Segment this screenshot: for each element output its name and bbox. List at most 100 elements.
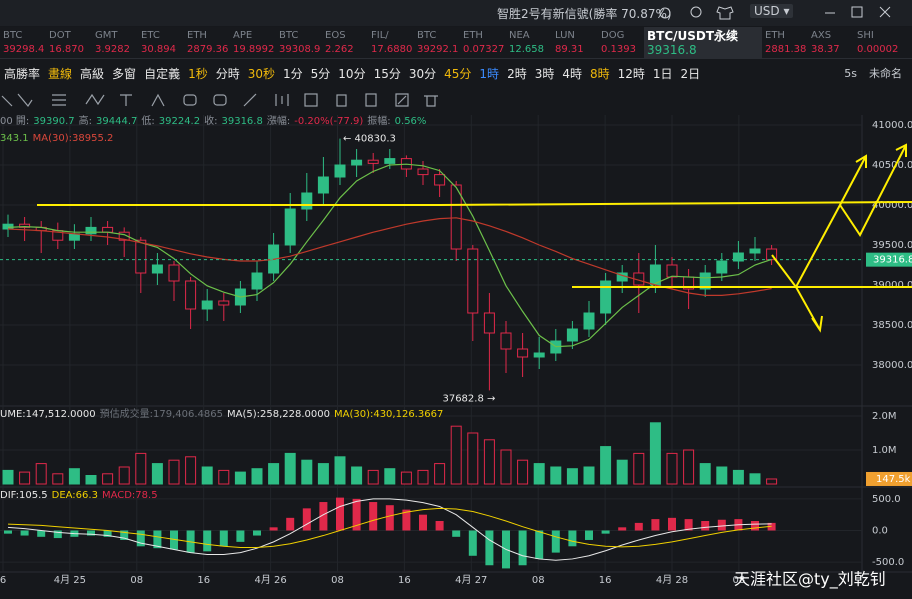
ticker[interactable]: LUN 89.31 bbox=[552, 27, 598, 58]
macd-bar bbox=[53, 530, 62, 539]
tool-icon[interactable] bbox=[85, 93, 105, 106]
close[interactable] bbox=[879, 6, 891, 18]
macd-bar bbox=[468, 530, 477, 556]
toolbar-item[interactable]: 高級 bbox=[80, 66, 105, 81]
icon[interactable] bbox=[716, 6, 734, 20]
ticker[interactable]: SHI 0.00002 bbox=[854, 27, 900, 58]
tool-icon[interactable] bbox=[183, 94, 197, 106]
ticker[interactable]: ETH 2879.36 bbox=[184, 27, 230, 58]
legend-entry: MACD:78.5 bbox=[102, 490, 158, 501]
legend-entry: MA(30):430,126.3667 bbox=[334, 409, 443, 420]
volume-bar bbox=[467, 432, 479, 485]
toolbar-item[interactable]: 3時 bbox=[534, 66, 555, 81]
toolbar-item[interactable]: 30秒 bbox=[247, 66, 276, 81]
ticker-price: 89.31 bbox=[555, 44, 584, 55]
volume-bar bbox=[268, 463, 280, 485]
currency-select[interactable]: USD ▾ bbox=[750, 4, 794, 18]
toolbar-item[interactable]: 10分 bbox=[338, 66, 366, 81]
toolbar-item[interactable]: 45分 bbox=[444, 66, 472, 81]
icon[interactable] bbox=[690, 6, 702, 18]
toolbar-item[interactable]: 1分 bbox=[283, 66, 303, 81]
candle-body bbox=[68, 233, 80, 241]
toolbar-right: 5s 未命名 bbox=[838, 60, 908, 86]
volume-bar bbox=[68, 468, 80, 485]
volume-bar bbox=[2, 469, 14, 485]
candle-body bbox=[450, 184, 462, 250]
tool-icon[interactable] bbox=[213, 94, 227, 106]
tool-icon[interactable] bbox=[304, 93, 318, 107]
ticker[interactable]: AXS 38.37 bbox=[808, 27, 854, 58]
macd-bar bbox=[518, 530, 527, 566]
toolbar-item[interactable]: 4時 bbox=[562, 66, 582, 81]
candle-body bbox=[699, 272, 711, 290]
ticker[interactable]: ETH 0.07327 bbox=[460, 27, 506, 58]
toolbar-item[interactable]: 30分 bbox=[408, 66, 437, 81]
y-tick-label: 2.0M bbox=[872, 411, 897, 422]
y-tick-label: 38500.0 bbox=[872, 320, 912, 331]
volume-bar bbox=[434, 463, 446, 485]
toolbar-item[interactable]: 8時 bbox=[589, 66, 610, 81]
ticker[interactable]: ETC 30.894 bbox=[138, 27, 184, 58]
tool-icon[interactable] bbox=[365, 93, 377, 107]
maximize[interactable] bbox=[851, 6, 863, 18]
tool-icon[interactable] bbox=[424, 95, 438, 107]
title-icons bbox=[659, 6, 734, 20]
toolbar-item[interactable]: 未命名 bbox=[869, 67, 902, 80]
volume-last: 147.5k bbox=[876, 474, 911, 485]
ticker-price: 0.1393 bbox=[601, 44, 636, 55]
macd-bar bbox=[751, 521, 759, 531]
ticker[interactable]: APE 19.8992 bbox=[230, 27, 276, 58]
macd-bar bbox=[153, 530, 162, 549]
toolbar-item[interactable]: 1日 bbox=[652, 66, 673, 81]
toolbar-item[interactable]: 2時 bbox=[507, 66, 527, 81]
macd-bar bbox=[618, 527, 627, 531]
ticker-name: SHI bbox=[857, 30, 874, 41]
icon[interactable] bbox=[659, 7, 671, 19]
tool-icon[interactable] bbox=[52, 94, 66, 106]
macd-bar bbox=[219, 530, 228, 547]
ma-line bbox=[7, 163, 772, 348]
macd-bar bbox=[668, 517, 676, 531]
macd-bar bbox=[336, 497, 344, 531]
tool-icon[interactable] bbox=[243, 93, 257, 107]
ticker[interactable]: FIL/17.6880 bbox=[368, 27, 414, 58]
tool-icon[interactable] bbox=[336, 94, 347, 107]
y-tick-label: 39500.0 bbox=[872, 240, 912, 251]
ticker[interactable]: BTC/USDT永续 39316.8 bbox=[644, 27, 762, 58]
toolbar-item[interactable]: 1時 bbox=[479, 66, 500, 81]
ticker[interactable]: BTC 39292.1 bbox=[414, 27, 460, 58]
toolbar-item[interactable]: 高勝率 bbox=[4, 66, 41, 81]
legend-entry: 39316.8 bbox=[221, 116, 262, 127]
macd-bar bbox=[352, 498, 361, 531]
tool-icon[interactable] bbox=[151, 93, 165, 107]
toolbar-item[interactable]: 15分 bbox=[373, 66, 401, 81]
y-tick-label: 0.0 bbox=[872, 525, 888, 536]
toolbar-item[interactable]: 12時 bbox=[617, 66, 645, 81]
ticker[interactable]: DOT 16.870 bbox=[46, 27, 92, 58]
volume-bar bbox=[649, 422, 661, 485]
toolbar-item[interactable]: 2日 bbox=[680, 66, 701, 81]
toolbar-item[interactable]: 畫線 bbox=[48, 66, 73, 81]
ticker-price: 39292.1 bbox=[417, 44, 459, 55]
ticker[interactable]: DOG 0.1393 bbox=[598, 27, 644, 58]
candle-body bbox=[716, 260, 728, 274]
tool-icon[interactable] bbox=[1, 93, 33, 108]
tool-icon[interactable] bbox=[120, 94, 132, 106]
tool-icon[interactable] bbox=[275, 94, 289, 106]
ticker[interactable]: ETH 2881.38 bbox=[762, 27, 808, 58]
toolbar-item[interactable]: 5分 bbox=[310, 66, 331, 81]
toolbar-item[interactable]: 分時 bbox=[215, 66, 240, 81]
volume-bar bbox=[85, 474, 97, 485]
toolbar-item[interactable]: 自定義 bbox=[144, 66, 181, 81]
toolbar-item[interactable]: 多窗 bbox=[112, 66, 137, 81]
tool-icon[interactable] bbox=[395, 93, 409, 107]
ticker[interactable]: GMT 3.9282 bbox=[92, 27, 138, 58]
toolbar-item[interactable]: 1秒 bbox=[188, 66, 208, 81]
ticker[interactable]: EOS 2.262 bbox=[322, 27, 368, 58]
ticker[interactable]: BTC 39308.9 bbox=[276, 27, 322, 58]
toolbar-item[interactable]: 5s bbox=[844, 66, 857, 80]
ticker[interactable]: NEA 12.658 bbox=[506, 27, 552, 58]
ticker[interactable]: BTC 39298.4 bbox=[0, 27, 46, 58]
ticker-price: 0.00002 bbox=[857, 44, 899, 55]
drawing-tools bbox=[1, 93, 438, 108]
